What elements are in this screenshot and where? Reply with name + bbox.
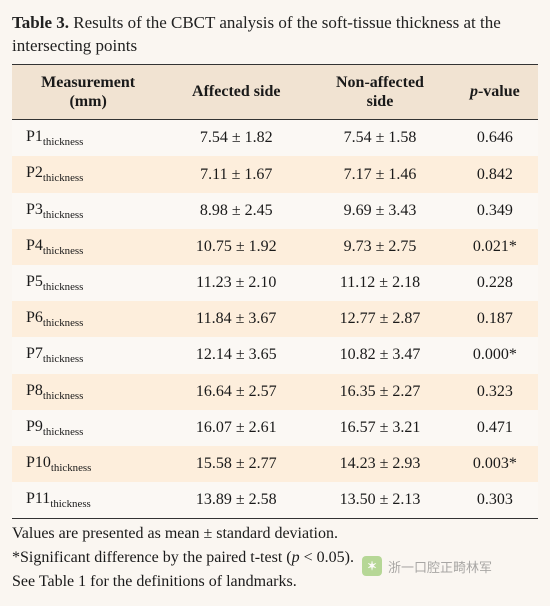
cell-affected: 16.64 ± 2.57	[164, 374, 308, 410]
measurement-base: P5	[26, 273, 43, 290]
measurement-sub: thickness	[43, 173, 83, 185]
watermark-icon: ✶	[362, 556, 382, 576]
measurement-base: P9	[26, 418, 43, 435]
cell-affected: 10.75 ± 1.92	[164, 229, 308, 265]
measurement-base: P7	[26, 345, 43, 362]
measurement-base: P3	[26, 201, 43, 218]
cell-pvalue: 0.228	[452, 265, 538, 301]
measurement-base: P10	[26, 454, 51, 471]
watermark-text: 浙一口腔正畸林军	[388, 557, 492, 576]
cell-affected: 13.89 ± 2.58	[164, 482, 308, 519]
table-row: P5thickness11.23 ± 2.1011.12 ± 2.180.228	[12, 265, 538, 301]
cell-pvalue: 0.000*	[452, 337, 538, 373]
cell-affected: 15.58 ± 2.77	[164, 446, 308, 482]
table-row: P9thickness16.07 ± 2.6116.57 ± 3.210.471	[12, 410, 538, 446]
table-label: Table 3.	[12, 13, 69, 32]
cell-affected: 7.54 ± 1.82	[164, 120, 308, 157]
table-row: P4thickness10.75 ± 1.929.73 ± 2.750.021*	[12, 229, 538, 265]
table-row: P10thickness15.58 ± 2.7714.23 ± 2.930.00…	[12, 446, 538, 482]
cbct-table: Measurement (mm) Affected side Non-affec…	[12, 64, 538, 519]
cell-affected: 12.14 ± 3.65	[164, 337, 308, 373]
cell-nonaffected: 14.23 ± 2.93	[308, 446, 451, 482]
footnote-line-1: Values are presented as mean ± standard …	[12, 523, 538, 545]
cell-measurement: P11thickness	[12, 482, 164, 519]
table-header-row: Measurement (mm) Affected side Non-affec…	[12, 64, 538, 119]
cell-measurement: P3thickness	[12, 193, 164, 229]
cell-pvalue: 0.471	[452, 410, 538, 446]
cell-affected: 11.84 ± 3.67	[164, 301, 308, 337]
cell-affected: 16.07 ± 2.61	[164, 410, 308, 446]
measurement-sub: thickness	[43, 209, 83, 221]
measurement-sub: thickness	[51, 462, 91, 474]
measurement-sub: thickness	[43, 245, 83, 257]
cell-nonaffected: 10.82 ± 3.47	[308, 337, 451, 373]
measurement-base: P11	[26, 490, 50, 507]
cell-measurement: P2thickness	[12, 156, 164, 192]
table-row: P8thickness16.64 ± 2.5716.35 ± 2.270.323	[12, 374, 538, 410]
col-header-measurement: Measurement (mm)	[12, 64, 164, 119]
cell-measurement: P1thickness	[12, 120, 164, 157]
cell-nonaffected: 16.57 ± 3.21	[308, 410, 451, 446]
table-row: P7thickness12.14 ± 3.6510.82 ± 3.470.000…	[12, 337, 538, 373]
measurement-sub: thickness	[43, 426, 83, 438]
measurement-base: P8	[26, 382, 43, 399]
cell-pvalue: 0.842	[452, 156, 538, 192]
col-header-pvalue: p-value	[452, 64, 538, 119]
cell-nonaffected: 9.73 ± 2.75	[308, 229, 451, 265]
table-row: P6thickness11.84 ± 3.6712.77 ± 2.870.187	[12, 301, 538, 337]
measurement-sub: thickness	[43, 354, 83, 366]
measurement-base: P4	[26, 237, 43, 254]
table-caption-text: Results of the CBCT analysis of the soft…	[12, 13, 501, 55]
measurement-sub: thickness	[43, 281, 83, 293]
cell-pvalue: 0.187	[452, 301, 538, 337]
cell-nonaffected: 12.77 ± 2.87	[308, 301, 451, 337]
cell-measurement: P4thickness	[12, 229, 164, 265]
col-header-nonaffected: Non-affected side	[308, 64, 451, 119]
cell-nonaffected: 16.35 ± 2.27	[308, 374, 451, 410]
cell-pvalue: 0.323	[452, 374, 538, 410]
cell-pvalue: 0.021*	[452, 229, 538, 265]
cell-pvalue: 0.003*	[452, 446, 538, 482]
table-row: P1thickness7.54 ± 1.827.54 ± 1.580.646	[12, 120, 538, 157]
cell-nonaffected: 9.69 ± 3.43	[308, 193, 451, 229]
table-row: P3thickness8.98 ± 2.459.69 ± 3.430.349	[12, 193, 538, 229]
watermark: ✶ 浙一口腔正畸林军	[362, 556, 492, 576]
cell-measurement: P9thickness	[12, 410, 164, 446]
table-caption: Table 3. Results of the CBCT analysis of…	[12, 12, 538, 58]
cell-pvalue: 0.303	[452, 482, 538, 519]
table-row: P2thickness7.11 ± 1.677.17 ± 1.460.842	[12, 156, 538, 192]
measurement-sub: thickness	[43, 390, 83, 402]
cell-measurement: P6thickness	[12, 301, 164, 337]
cell-affected: 11.23 ± 2.10	[164, 265, 308, 301]
measurement-sub: thickness	[50, 498, 90, 510]
cell-measurement: P10thickness	[12, 446, 164, 482]
cell-measurement: P8thickness	[12, 374, 164, 410]
cell-affected: 8.98 ± 2.45	[164, 193, 308, 229]
cell-pvalue: 0.646	[452, 120, 538, 157]
measurement-sub: thickness	[43, 136, 83, 148]
cell-nonaffected: 13.50 ± 2.13	[308, 482, 451, 519]
measurement-base: P2	[26, 164, 43, 181]
col-header-affected: Affected side	[164, 64, 308, 119]
table-row: P11thickness13.89 ± 2.5813.50 ± 2.130.30…	[12, 482, 538, 519]
cell-nonaffected: 7.54 ± 1.58	[308, 120, 451, 157]
measurement-base: P6	[26, 309, 43, 326]
cell-nonaffected: 11.12 ± 2.18	[308, 265, 451, 301]
measurement-sub: thickness	[43, 317, 83, 329]
cell-measurement: P5thickness	[12, 265, 164, 301]
cell-measurement: P7thickness	[12, 337, 164, 373]
cell-pvalue: 0.349	[452, 193, 538, 229]
measurement-base: P1	[26, 128, 43, 145]
cell-nonaffected: 7.17 ± 1.46	[308, 156, 451, 192]
cell-affected: 7.11 ± 1.67	[164, 156, 308, 192]
